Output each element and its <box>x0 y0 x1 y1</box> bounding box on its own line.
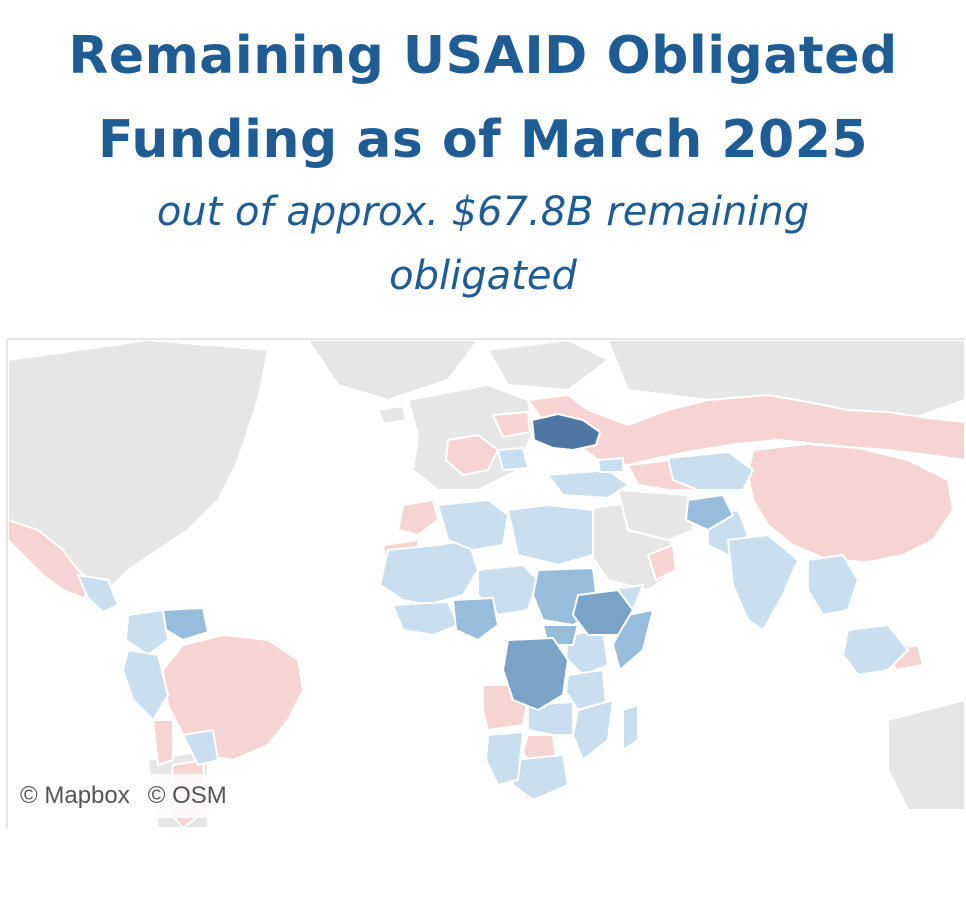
country-ukraine <box>530 412 602 452</box>
land-iran <box>616 488 695 542</box>
land-scandinavia-north <box>486 340 610 392</box>
country-mexico <box>8 518 100 600</box>
osm-credit[interactable]: © OSM <box>147 782 227 809</box>
country-central-america <box>76 573 120 614</box>
country-china <box>746 442 955 564</box>
country-west-africa-coast <box>391 600 460 637</box>
high-funding-countries <box>501 588 635 712</box>
country-eu-south <box>444 433 500 477</box>
country-philippines-indonesia <box>841 623 910 677</box>
country-namibia <box>484 730 525 787</box>
title-line-1: Remaining USAID Obligated <box>68 26 898 86</box>
country-nigeria <box>451 596 500 642</box>
country-india <box>726 533 800 632</box>
country-algeria-region <box>436 498 510 552</box>
map-canvas <box>8 340 965 828</box>
land-australia <box>887 698 965 811</box>
country-balkans <box>496 446 530 472</box>
country-morocco <box>396 498 440 537</box>
subtitle-line-2: obligated <box>389 253 577 299</box>
chart-title: Remaining USAID Obligated Funding as of … <box>0 14 966 182</box>
country-peru-chile <box>151 719 174 767</box>
country-peru <box>121 648 170 722</box>
country-central-asia <box>666 450 755 491</box>
land-iceland <box>376 404 408 426</box>
land-greenland <box>306 340 480 402</box>
country-mozambique <box>571 698 615 762</box>
chart-subtitle: out of approx. $67.8B remaining obligate… <box>90 180 876 308</box>
map-attribution[interactable]: © Mapbox © OSM <box>10 774 235 818</box>
country-brazil <box>161 633 305 762</box>
country-afghanistan <box>684 493 735 532</box>
mapbox-credit[interactable]: © Mapbox <box>20 782 130 809</box>
country-caucasus <box>596 456 624 473</box>
country-ethiopia <box>571 588 635 636</box>
country-southeast-asia <box>807 553 860 617</box>
country-oman <box>646 543 678 582</box>
country-drc <box>501 636 570 712</box>
country-bolivia-paraguay <box>181 728 220 767</box>
country-sahel-west <box>378 538 480 607</box>
title-line-2: Funding as of March 2025 <box>97 110 869 170</box>
country-venezuela <box>161 606 210 642</box>
country-libya-egypt <box>506 503 594 567</box>
country-turkey-region <box>546 468 630 500</box>
world-map[interactable] <box>6 338 965 828</box>
country-south-africa <box>512 753 570 802</box>
subtitle-line-1: out of approx. $67.8B remaining <box>156 189 810 235</box>
low-funding-countries <box>76 446 910 802</box>
highest-funding-countries <box>530 412 602 452</box>
country-poland-region <box>491 410 532 439</box>
country-madagascar <box>622 703 639 752</box>
country-colombia-region <box>124 608 170 657</box>
